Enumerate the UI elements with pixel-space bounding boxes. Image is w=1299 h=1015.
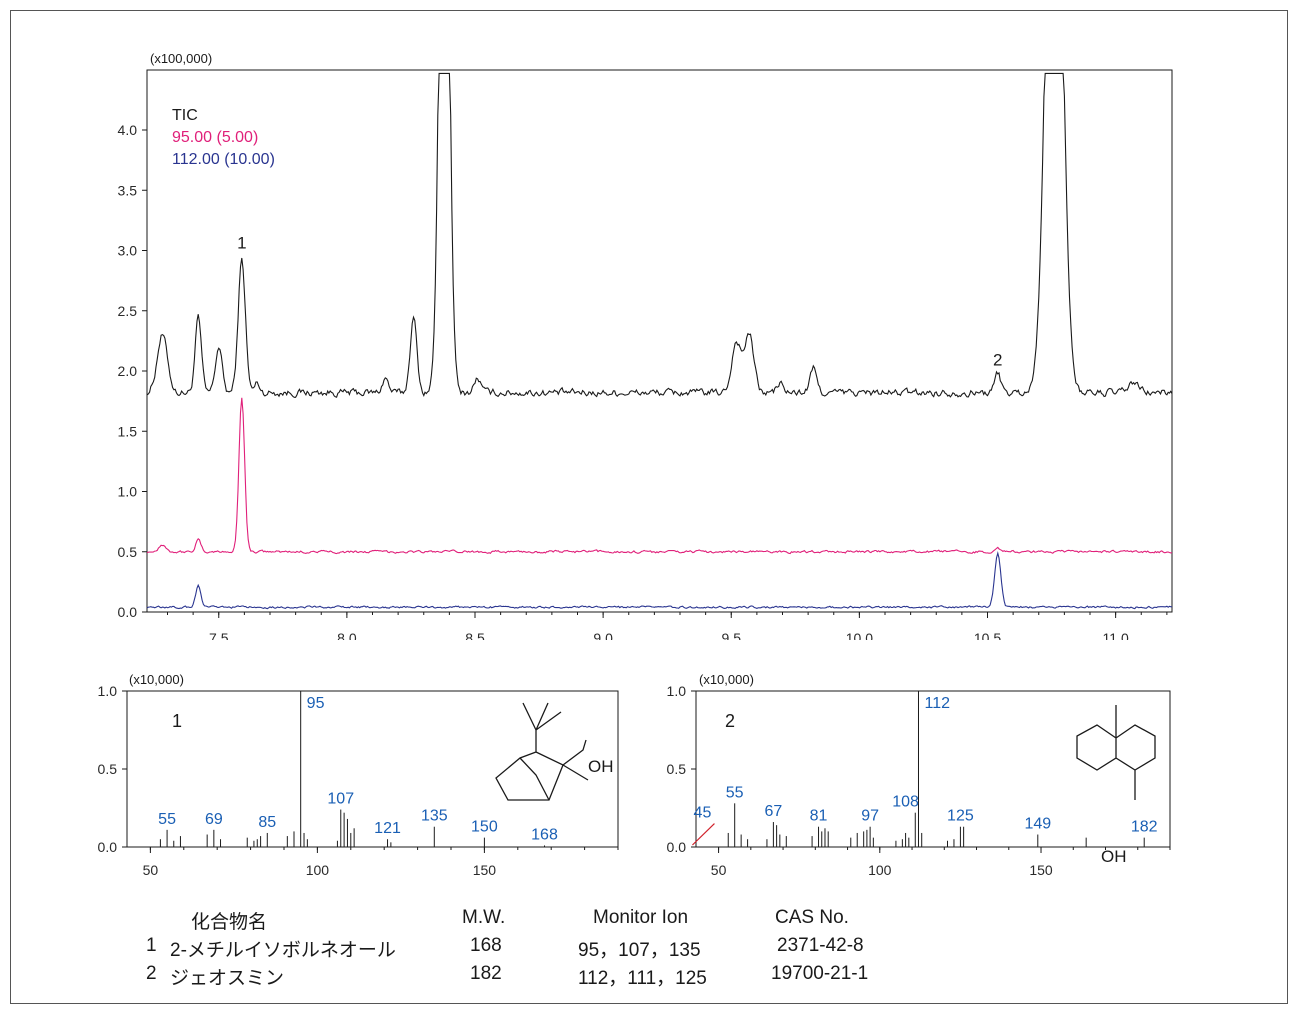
y-tick-label: 2.5	[118, 303, 138, 319]
y-tick-label: 1.5	[118, 423, 138, 439]
row-2-number: 2	[146, 963, 157, 984]
row-1-number: 1	[146, 935, 157, 956]
header-cas: CAS No.	[775, 907, 849, 928]
row-1-mw: 168	[470, 935, 502, 956]
y-tick-label: 0.5	[118, 544, 138, 560]
x-tick-label: 9.5	[722, 630, 742, 640]
header-monitor-ion: Monitor Ion	[593, 907, 689, 928]
header-mw: M.W.	[462, 907, 506, 928]
row-1-cas: 2371-42-8	[777, 935, 864, 956]
peak-annotation: 1	[237, 234, 246, 253]
header-compound-name: 化合物名	[191, 912, 268, 933]
y-tick-label: 3.0	[118, 243, 138, 259]
row-2-name: ジェオスミン	[170, 968, 285, 989]
row-1-name: 2-メチルイソボルネオール	[170, 940, 396, 961]
row-2-cas: 19700-21-1	[771, 963, 869, 984]
chromatogram-series-0	[146, 72, 1173, 398]
x-tick-label: 10.0	[846, 630, 873, 640]
y-tick-label: 2.0	[118, 363, 138, 379]
legend-tic: TIC	[172, 107, 198, 124]
row-1-ions: 95，107，135	[578, 940, 701, 961]
x-tick-label: 10.5	[974, 630, 1001, 640]
row-2-ions: 112，111，125	[578, 968, 707, 989]
chromatogram-series-2	[146, 551, 1173, 610]
x-tick-label: 8.0	[337, 630, 357, 640]
x-tick-label: 8.5	[465, 630, 485, 640]
y-tick-label: 4.0	[118, 122, 138, 138]
y-tick-label: 0.0	[118, 604, 138, 620]
x-tick-label: 7.5	[209, 630, 229, 640]
x-tick-label: 9.0	[593, 630, 613, 640]
figure-frame	[10, 10, 1288, 1004]
chromatogram-series-1	[146, 397, 1173, 555]
y-tick-label: 3.5	[118, 182, 138, 198]
chromatogram-plot-area	[146, 69, 1173, 613]
x-tick-label: 11.0	[1103, 630, 1129, 640]
chromatogram-y-multiplier: (x100,000)	[150, 51, 212, 66]
legend-ion-112: 112.00 (10.00)	[172, 151, 275, 168]
row-2-mw: 182	[470, 963, 502, 984]
legend-ion-95: 95.00 (5.00)	[172, 129, 258, 146]
y-tick-label: 1.0	[118, 484, 138, 500]
chromatogram-chart: 0.0 0.5 1.0 1.5 2.0 2.5 3.0 3.5 4.0 7.5 8.0 8.5 9.0 9…	[118, 51, 1173, 640]
peak-annotation: 2	[993, 350, 1002, 369]
